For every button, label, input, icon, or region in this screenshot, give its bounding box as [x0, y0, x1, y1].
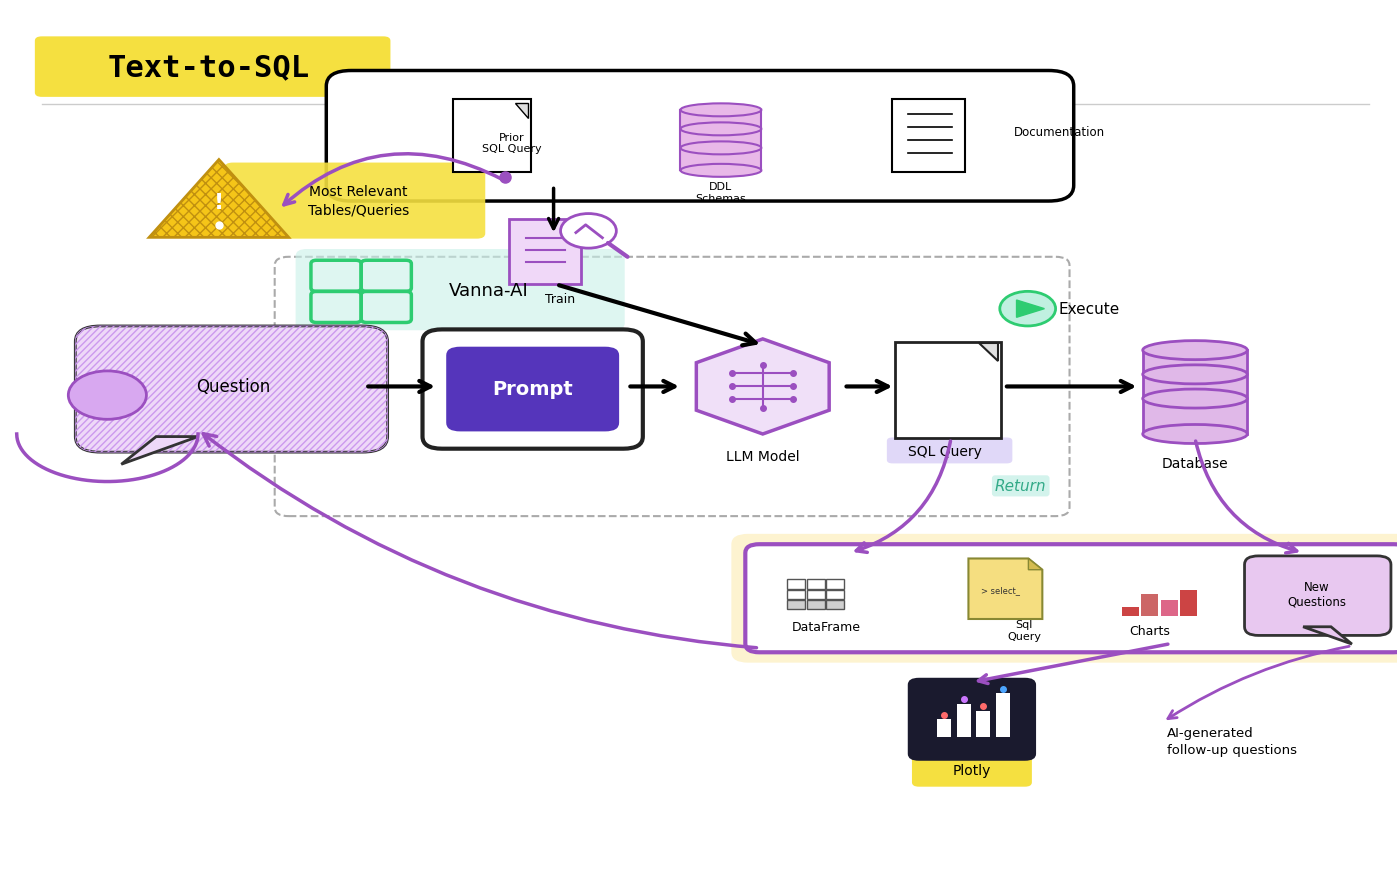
Text: Question: Question — [196, 378, 270, 396]
FancyBboxPatch shape — [745, 545, 1400, 653]
FancyBboxPatch shape — [1245, 556, 1392, 636]
Text: Text-to-SQL: Text-to-SQL — [108, 53, 311, 82]
Text: Execute: Execute — [1058, 302, 1120, 317]
Ellipse shape — [680, 143, 762, 156]
FancyBboxPatch shape — [895, 342, 1001, 439]
Ellipse shape — [1142, 425, 1247, 444]
FancyBboxPatch shape — [423, 330, 643, 449]
Polygon shape — [787, 590, 805, 600]
Text: AI-generated
follow-up questions: AI-generated follow-up questions — [1168, 726, 1298, 756]
FancyBboxPatch shape — [510, 220, 581, 285]
Ellipse shape — [680, 123, 762, 136]
Text: Documentation: Documentation — [1014, 126, 1105, 139]
Text: DataFrame: DataFrame — [791, 620, 861, 634]
Polygon shape — [680, 110, 762, 171]
Ellipse shape — [1142, 366, 1247, 384]
Polygon shape — [1303, 627, 1352, 644]
Text: > select_: > select_ — [981, 586, 1021, 594]
Polygon shape — [1121, 607, 1138, 616]
FancyBboxPatch shape — [447, 348, 619, 432]
Circle shape — [69, 371, 147, 420]
FancyBboxPatch shape — [892, 100, 965, 173]
Text: Return: Return — [995, 479, 1046, 494]
Polygon shape — [826, 580, 844, 589]
FancyBboxPatch shape — [76, 327, 388, 453]
Polygon shape — [937, 720, 951, 737]
Polygon shape — [1180, 590, 1197, 616]
Text: Most Relevant
Tables/Queries: Most Relevant Tables/Queries — [308, 185, 409, 217]
Text: Vanna-AI: Vanna-AI — [449, 282, 529, 299]
Text: New
Questions: New Questions — [1288, 580, 1347, 608]
Polygon shape — [1029, 559, 1043, 570]
Polygon shape — [787, 600, 805, 610]
Polygon shape — [979, 344, 998, 362]
Polygon shape — [1141, 594, 1158, 616]
Ellipse shape — [680, 104, 762, 117]
Polygon shape — [1016, 301, 1044, 318]
FancyBboxPatch shape — [326, 71, 1074, 202]
Text: Train: Train — [546, 293, 575, 305]
FancyBboxPatch shape — [886, 438, 1012, 464]
Polygon shape — [826, 590, 844, 600]
Polygon shape — [956, 704, 970, 737]
Polygon shape — [995, 693, 1009, 737]
Text: !: ! — [214, 193, 224, 213]
FancyBboxPatch shape — [224, 163, 486, 239]
FancyBboxPatch shape — [295, 249, 624, 331]
Polygon shape — [806, 600, 825, 610]
Polygon shape — [515, 103, 528, 119]
Polygon shape — [122, 437, 197, 465]
Polygon shape — [1161, 600, 1177, 616]
Text: Sql
Query: Sql Query — [1007, 620, 1042, 641]
Text: DDL
Schemas: DDL Schemas — [696, 182, 746, 203]
Polygon shape — [787, 580, 805, 589]
Polygon shape — [826, 600, 844, 610]
Polygon shape — [150, 161, 288, 238]
Ellipse shape — [680, 164, 762, 177]
Polygon shape — [696, 340, 829, 434]
Polygon shape — [806, 580, 825, 589]
FancyBboxPatch shape — [907, 678, 1036, 761]
Polygon shape — [969, 559, 1043, 620]
Circle shape — [560, 215, 616, 249]
FancyBboxPatch shape — [35, 37, 391, 97]
Polygon shape — [806, 590, 825, 600]
Text: Plotly: Plotly — [953, 763, 991, 778]
Text: LLM Model: LLM Model — [727, 449, 799, 463]
Polygon shape — [976, 711, 990, 737]
Text: SQL Query: SQL Query — [909, 445, 983, 459]
Text: Prompt: Prompt — [493, 379, 573, 398]
FancyBboxPatch shape — [454, 100, 531, 173]
Text: Prior
SQL Query: Prior SQL Query — [482, 133, 542, 155]
Ellipse shape — [1142, 342, 1247, 361]
FancyBboxPatch shape — [911, 754, 1032, 786]
FancyBboxPatch shape — [731, 534, 1400, 663]
Ellipse shape — [1142, 389, 1247, 408]
Text: Database: Database — [1162, 456, 1228, 470]
Circle shape — [1000, 292, 1056, 327]
Text: Charts: Charts — [1130, 624, 1170, 637]
Polygon shape — [1142, 351, 1247, 434]
